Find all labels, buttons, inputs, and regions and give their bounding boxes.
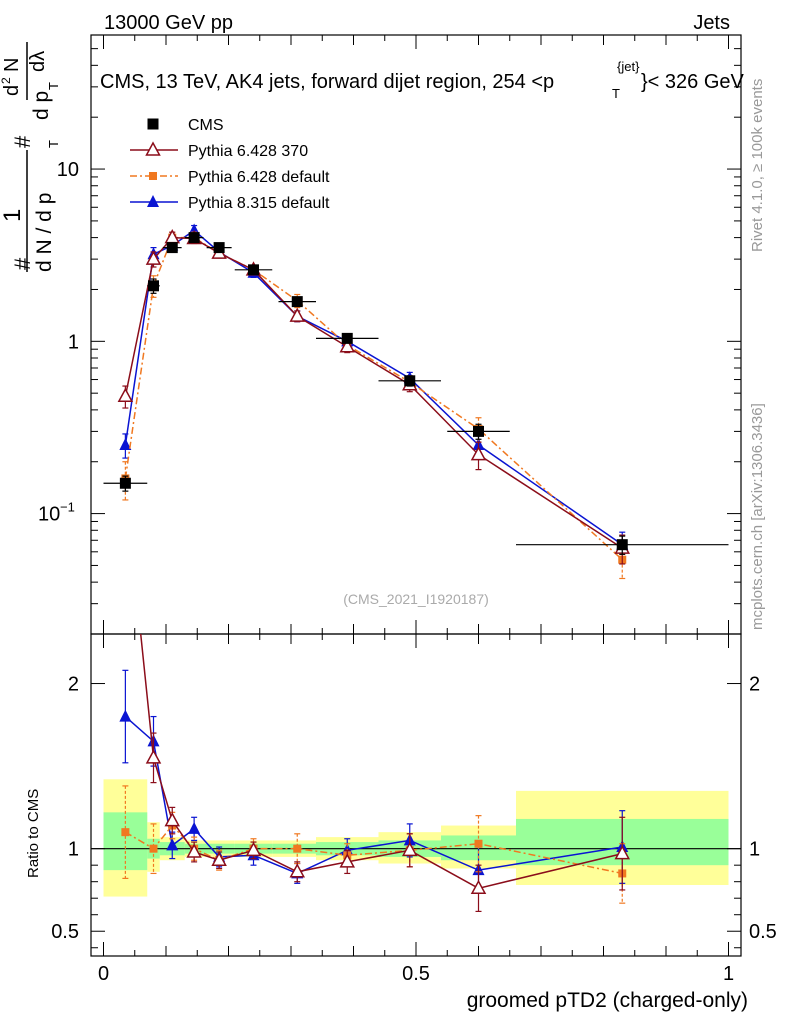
legend: CMS Pythia 6.428 370 Pythia 6.428 default P… (130, 117, 330, 212)
legend-entry: CMS (147, 117, 224, 134)
ylabel-n: N (1, 58, 23, 72)
series-py6_370 (117, 229, 631, 565)
ratio-y-tick-label: 1 (68, 839, 79, 861)
data-point (339, 338, 356, 353)
ylabel-hash1: # (10, 257, 35, 270)
ylabel-hash2: # (10, 135, 35, 148)
data-point (148, 280, 159, 292)
ylabel-d: d (1, 85, 23, 96)
category-label: Jets (693, 12, 730, 34)
legend-entry: Pythia 8.315 default (130, 195, 330, 212)
legend-marker (147, 118, 159, 130)
ratio-point (166, 838, 179, 851)
ratio-point (470, 879, 487, 895)
ratio-series-py6_370 (139, 634, 631, 913)
ratio-point (145, 749, 162, 764)
ratio-point (245, 841, 262, 857)
ratio-y-label: Ratio to CMS (25, 789, 42, 878)
legend-marker (145, 141, 161, 156)
ylabel-t-sub1: T (46, 140, 61, 148)
x-tick-label: 0 (98, 963, 109, 985)
data-point (164, 229, 181, 244)
ratio-plot: 0 0.5 1 0.5 0.5 1 1 2 2 (51, 633, 777, 985)
plot-title-tail: }< 326 GeV (641, 71, 745, 93)
plot-title-sup: {jet} (617, 59, 640, 74)
ratio-point (289, 863, 306, 878)
x-tick-label: 1 (723, 963, 734, 985)
main-y-label: # 1 d N / d p T # d p T d 2 N dλ (0, 42, 61, 272)
ratio-point (186, 843, 202, 858)
series-line (124, 236, 623, 561)
ylabel-dpt: d p (30, 91, 53, 120)
data-point (188, 232, 200, 244)
data-point (291, 296, 303, 308)
ratio-point (614, 845, 631, 860)
series-py6_default (121, 231, 627, 580)
data-point (404, 375, 416, 387)
data-point (289, 307, 306, 322)
ylabel-dlambda: dλ (27, 51, 49, 72)
y-tick-label: 10 (57, 159, 79, 181)
data-point (248, 264, 259, 276)
legend-label: Pythia 8.315 default (188, 195, 330, 212)
ylabel-dndpt: d N / d p (33, 193, 56, 272)
y-tick-label: 1 (68, 331, 79, 353)
ratio-point (164, 812, 181, 827)
data-point (166, 242, 178, 254)
analysis-watermark: (CMS_2021_I1920187) (343, 591, 489, 607)
ratio-point (149, 844, 158, 853)
ratio-point (119, 709, 132, 722)
series-cms (103, 232, 729, 555)
ylabel-t-sub2: T (46, 82, 61, 90)
data-point (470, 446, 487, 461)
x-tick-label: 0.5 (402, 963, 430, 985)
legend-marker (149, 172, 157, 180)
ratio-point (188, 821, 201, 834)
plot-title-main: CMS, 13 TeV, AK4 jets, forward dijet reg… (100, 71, 554, 93)
data-point (341, 332, 353, 344)
ratio-point (401, 841, 418, 857)
series-line (124, 236, 623, 549)
ratio-y-tick-label-right: 2 (749, 674, 760, 696)
legend-label: CMS (188, 117, 224, 134)
rivet-label: Rivet 4.1.0, ≥ 100k events (749, 79, 766, 252)
ratio-y-tick-label-right: 0.5 (749, 921, 777, 943)
series-py8 (119, 223, 629, 561)
ratio-point (293, 844, 302, 853)
energy-label: 13000 GeV pp (104, 12, 233, 34)
ylabel-two: 2 (0, 77, 13, 84)
plot-title-sub: T (612, 86, 620, 101)
data-point (119, 477, 131, 489)
ratio-y-tick-label-right: 1 (749, 839, 760, 861)
ratio-y-tick-label: 2 (68, 674, 79, 696)
data-point (119, 438, 132, 451)
data-point (117, 387, 134, 402)
data-point (213, 242, 225, 254)
y-tick-label: 10 (38, 504, 60, 526)
ratio-point (211, 851, 227, 866)
data-point (616, 539, 628, 551)
series-line (124, 229, 623, 546)
legend-entry: Pythia 6.428 default (130, 169, 330, 186)
ratio-point (121, 828, 130, 837)
ratio-y-tick-label: 0.5 (51, 921, 79, 943)
legend-marker (147, 195, 159, 207)
x-axis-label: groomed pTD2 (charged-only) (467, 989, 748, 1012)
legend-label: Pythia 6.428 370 (188, 143, 308, 160)
ylabel-one: 1 (0, 209, 26, 222)
legend-label: Pythia 6.428 default (188, 169, 330, 186)
ratio-point (474, 839, 483, 848)
ratio-point (339, 853, 356, 868)
mcplots-label: mcplots.cern.ch [arXiv:1306.3436] (749, 403, 766, 630)
data-point (145, 250, 162, 265)
legend-entry: Pythia 6.428 370 (130, 141, 308, 160)
data-point (473, 425, 484, 437)
plot-title: CMS, 13 TeV, AK4 jets, forward dijet reg… (100, 71, 554, 93)
y-tick-label-exponent: −1 (60, 500, 75, 515)
